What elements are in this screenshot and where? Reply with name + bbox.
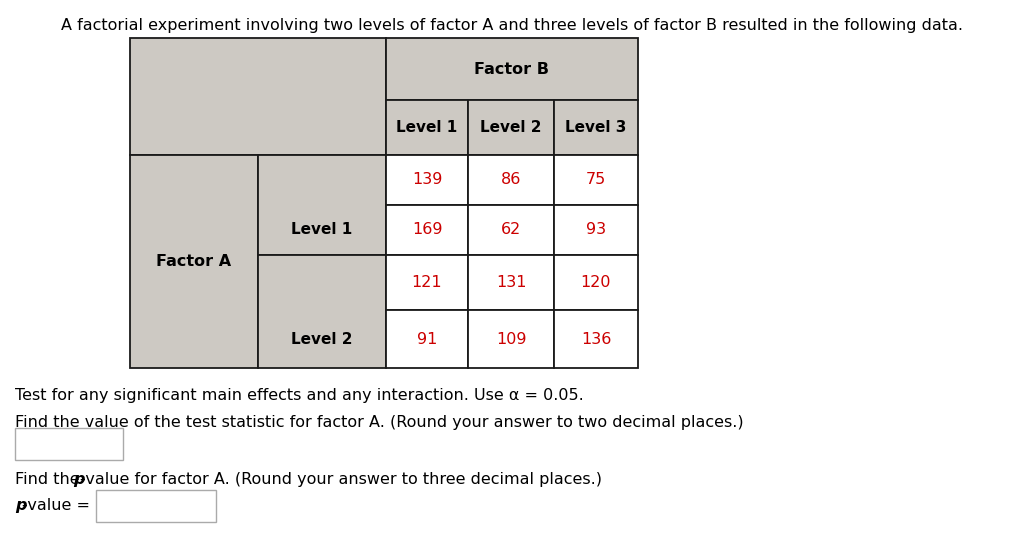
Bar (468, 310, 554, 368)
Text: 75: 75 (586, 173, 606, 187)
Bar (554, 255, 638, 310)
Bar (130, 155, 258, 368)
Bar (468, 155, 554, 205)
Text: -value for factor A. (Round your answer to three decimal places.): -value for factor A. (Round your answer … (80, 472, 602, 487)
Text: Level 3: Level 3 (565, 120, 627, 135)
Bar (386, 310, 468, 368)
Bar (130, 38, 386, 155)
Bar (554, 205, 638, 255)
Text: 120: 120 (581, 275, 611, 290)
Text: Level 2: Level 2 (480, 120, 542, 135)
Bar (554, 100, 638, 155)
Bar (386, 38, 638, 100)
Text: -value =: -value = (22, 498, 90, 513)
Text: 93: 93 (586, 222, 606, 238)
Text: 109: 109 (496, 331, 526, 347)
Text: 86: 86 (501, 173, 521, 187)
Bar (386, 205, 468, 255)
Text: Find the value of the test statistic for factor A. (Round your answer to two dec: Find the value of the test statistic for… (15, 415, 743, 430)
Text: 136: 136 (581, 331, 611, 347)
Text: 62: 62 (501, 222, 521, 238)
Bar (468, 100, 554, 155)
Text: Level 1: Level 1 (396, 120, 458, 135)
Bar (96, 490, 216, 522)
Text: Level 1: Level 1 (292, 222, 352, 238)
Bar (468, 205, 554, 255)
Text: 91: 91 (417, 331, 437, 347)
Bar (554, 155, 638, 205)
Text: Test for any significant main effects and any interaction. Use α = 0.05.: Test for any significant main effects an… (15, 388, 584, 403)
Text: Factor B: Factor B (474, 62, 550, 76)
Text: 131: 131 (496, 275, 526, 290)
Bar (386, 100, 468, 155)
Bar (15, 428, 123, 460)
Text: 169: 169 (412, 222, 442, 238)
Bar (258, 255, 386, 368)
Bar (554, 310, 638, 368)
Bar (386, 155, 468, 205)
Bar (258, 155, 386, 255)
Text: Factor A: Factor A (157, 254, 231, 269)
Bar (468, 255, 554, 310)
Text: p: p (73, 472, 84, 487)
Text: A factorial experiment involving two levels of factor A and three levels of fact: A factorial experiment involving two lev… (61, 18, 963, 33)
Text: 139: 139 (412, 173, 442, 187)
Text: 121: 121 (412, 275, 442, 290)
Bar (386, 255, 468, 310)
Text: Level 2: Level 2 (291, 331, 352, 347)
Text: Find the: Find the (15, 472, 85, 487)
Text: p: p (15, 498, 27, 513)
